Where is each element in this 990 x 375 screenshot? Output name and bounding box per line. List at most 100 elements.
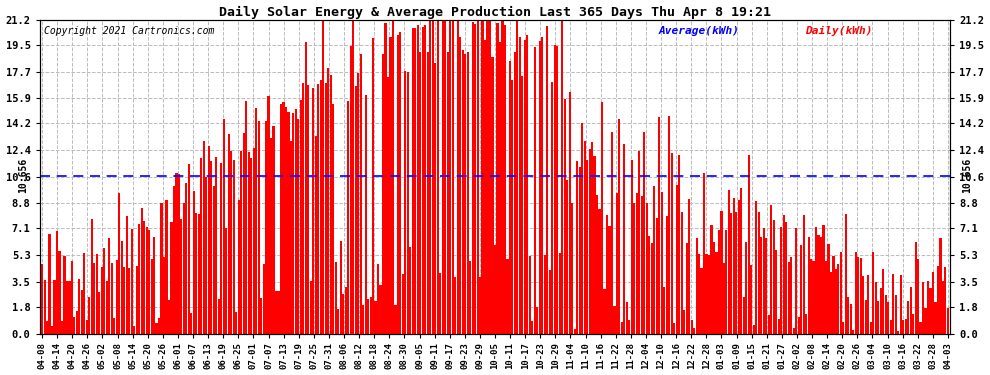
Bar — [404, 70, 407, 333]
Bar — [456, 20, 458, 333]
Bar — [698, 254, 700, 333]
Bar — [312, 88, 315, 333]
Bar — [425, 25, 427, 333]
Bar — [747, 154, 749, 333]
Bar — [897, 331, 899, 333]
Bar — [606, 215, 608, 333]
Bar — [362, 305, 364, 333]
Bar — [742, 297, 744, 333]
Bar — [146, 227, 148, 333]
Bar — [750, 265, 752, 333]
Bar — [435, 63, 437, 333]
Bar — [432, 20, 434, 333]
Bar — [835, 269, 837, 333]
Bar — [233, 160, 235, 333]
Text: Copyright 2021 Cartronics.com: Copyright 2021 Cartronics.com — [45, 26, 215, 36]
Bar — [636, 193, 638, 333]
Bar — [915, 242, 917, 333]
Bar — [53, 280, 55, 333]
Bar — [193, 191, 195, 333]
Bar — [611, 132, 613, 333]
Bar — [168, 300, 170, 333]
Bar — [133, 326, 136, 333]
Bar — [927, 281, 929, 333]
Bar — [382, 54, 384, 333]
Bar — [790, 256, 792, 333]
Bar — [440, 273, 442, 333]
Bar — [420, 52, 422, 333]
Bar — [230, 152, 233, 333]
Bar — [265, 121, 267, 333]
Bar — [793, 327, 795, 333]
Bar — [446, 52, 448, 333]
Bar — [155, 323, 157, 333]
Bar — [262, 264, 264, 333]
Bar — [200, 158, 202, 333]
Bar — [573, 329, 576, 333]
Bar — [461, 50, 463, 333]
Bar — [716, 252, 718, 333]
Bar — [297, 119, 299, 333]
Bar — [558, 253, 560, 333]
Bar — [322, 20, 325, 333]
Bar — [912, 314, 914, 333]
Bar — [484, 40, 486, 333]
Bar — [941, 281, 944, 333]
Bar — [195, 213, 197, 333]
Bar — [553, 45, 555, 333]
Bar — [870, 322, 872, 333]
Bar — [123, 267, 126, 333]
Bar — [205, 177, 207, 333]
Bar — [78, 279, 80, 333]
Bar — [745, 242, 747, 333]
Bar — [491, 57, 494, 333]
Bar — [650, 243, 652, 333]
Bar — [731, 213, 733, 333]
Bar — [250, 158, 252, 333]
Bar — [58, 251, 60, 333]
Bar — [529, 256, 531, 333]
Bar — [61, 321, 63, 333]
Bar — [165, 200, 167, 333]
Bar — [556, 46, 558, 333]
Bar — [522, 76, 524, 333]
Bar — [71, 261, 73, 333]
Bar — [267, 96, 269, 333]
Bar — [203, 141, 205, 333]
Bar — [384, 23, 386, 333]
Bar — [198, 214, 200, 333]
Bar — [546, 26, 548, 333]
Bar — [767, 315, 770, 333]
Bar — [347, 101, 349, 333]
Bar — [479, 277, 481, 333]
Text: 10.656: 10.656 — [18, 158, 28, 194]
Bar — [711, 225, 713, 333]
Bar — [880, 288, 882, 333]
Bar — [255, 108, 257, 333]
Bar — [338, 309, 340, 333]
Bar — [143, 221, 146, 333]
Bar — [496, 22, 499, 333]
Bar — [118, 193, 120, 333]
Bar — [629, 320, 631, 333]
Bar — [188, 164, 190, 333]
Bar — [272, 126, 274, 333]
Bar — [576, 161, 578, 333]
Bar — [459, 37, 461, 333]
Bar — [825, 261, 827, 333]
Bar — [93, 263, 95, 333]
Bar — [542, 37, 544, 333]
Bar — [173, 186, 175, 333]
Bar — [641, 196, 643, 333]
Bar — [180, 219, 182, 333]
Bar — [509, 62, 511, 333]
Bar — [691, 320, 693, 333]
Bar — [780, 227, 782, 333]
Bar — [736, 212, 738, 333]
Bar — [399, 32, 402, 333]
Bar — [116, 260, 118, 333]
Bar — [539, 41, 541, 333]
Bar — [471, 22, 473, 333]
Bar — [359, 54, 361, 333]
Bar — [372, 38, 374, 333]
